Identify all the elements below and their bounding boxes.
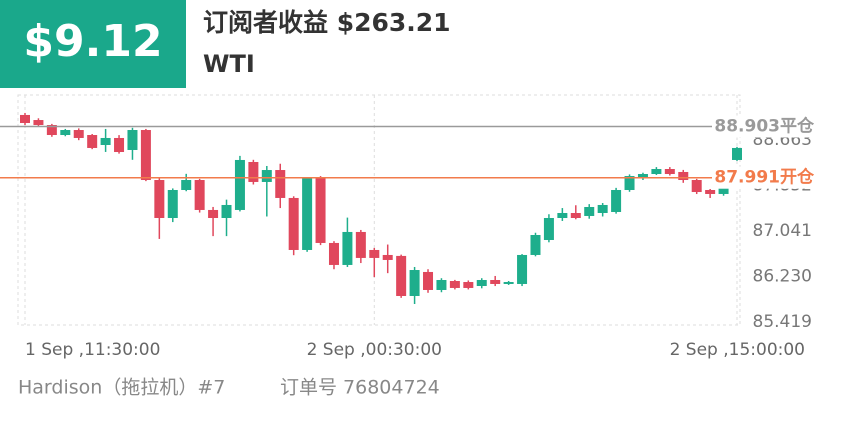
reference-label-bg (712, 166, 816, 189)
amount-badge (0, 0, 186, 88)
candle-body (114, 137, 125, 153)
candle-body (248, 161, 259, 182)
x-tick-label: 2 Sep ,00:30:00 (307, 340, 442, 360)
candle-body (355, 231, 366, 258)
candle-body (33, 120, 44, 126)
candle-body (718, 185, 729, 194)
candle-body (651, 169, 662, 175)
candle-body (288, 197, 299, 250)
y-tick-label: 85.419 (753, 312, 812, 332)
candle-body (20, 114, 30, 123)
candle-body (342, 231, 353, 265)
candle-body (463, 282, 474, 288)
candle-body (409, 270, 420, 296)
amount: $9.12 (23, 16, 162, 67)
candle-body (73, 130, 84, 138)
candle-body (584, 206, 595, 216)
x-tick-label: 2 Sep ,15:00:00 (670, 340, 805, 360)
candle-body (490, 279, 501, 284)
candle-body (275, 170, 286, 198)
candle-body (732, 147, 742, 160)
candle-body (194, 180, 205, 210)
reference-label: 87.991开仓 (714, 167, 815, 188)
candle-body (208, 209, 219, 218)
candle-body (624, 176, 635, 190)
candle-body (705, 189, 716, 194)
candle-body (664, 169, 675, 175)
candle-body (396, 255, 407, 296)
candle-body (140, 130, 151, 181)
candle-body (167, 189, 178, 218)
candle-body (476, 279, 487, 287)
y-tick-label: 86.230 (753, 267, 812, 287)
reference-label: 88.903平仓 (714, 116, 815, 137)
candle-body (181, 180, 192, 190)
candle-body (221, 204, 232, 218)
candle-body (503, 282, 514, 284)
candle-body (557, 213, 568, 218)
candle-body (261, 170, 272, 182)
candle-body (436, 279, 447, 290)
order-number: 订单号 76804724 (280, 377, 440, 399)
candle-body (328, 242, 339, 265)
candle-body (449, 281, 460, 288)
candle-body (100, 137, 111, 145)
candle-body (423, 271, 434, 290)
candle-body (530, 234, 541, 255)
candle-body (127, 130, 138, 150)
candle-body (154, 180, 165, 218)
candle-body (315, 177, 326, 243)
y-tick-label: 87.041 (753, 221, 812, 241)
candle-body (87, 135, 98, 148)
reference-label-bg (712, 115, 816, 138)
candle-body (234, 159, 245, 210)
symbol: WTI (203, 50, 255, 78)
candle-body (517, 254, 528, 284)
candle-body (543, 217, 554, 240)
candle-body (637, 174, 648, 178)
candle-body (60, 130, 71, 136)
candle-body (597, 204, 608, 214)
candle-body (302, 177, 313, 250)
candle-body (369, 249, 380, 258)
trader: Hardison（拖拉机）#7 (18, 377, 225, 399)
candle-body (691, 180, 702, 193)
candle-body (678, 171, 689, 181)
candle-body (611, 189, 622, 212)
candle-body (382, 254, 393, 260)
plot-frame (17, 94, 741, 326)
candle-body (46, 125, 57, 136)
title: 订阅者收益 $263.21 (203, 8, 451, 37)
candle-body (570, 213, 581, 218)
x-tick-label: 1 Sep ,11:30:00 (25, 340, 160, 360)
